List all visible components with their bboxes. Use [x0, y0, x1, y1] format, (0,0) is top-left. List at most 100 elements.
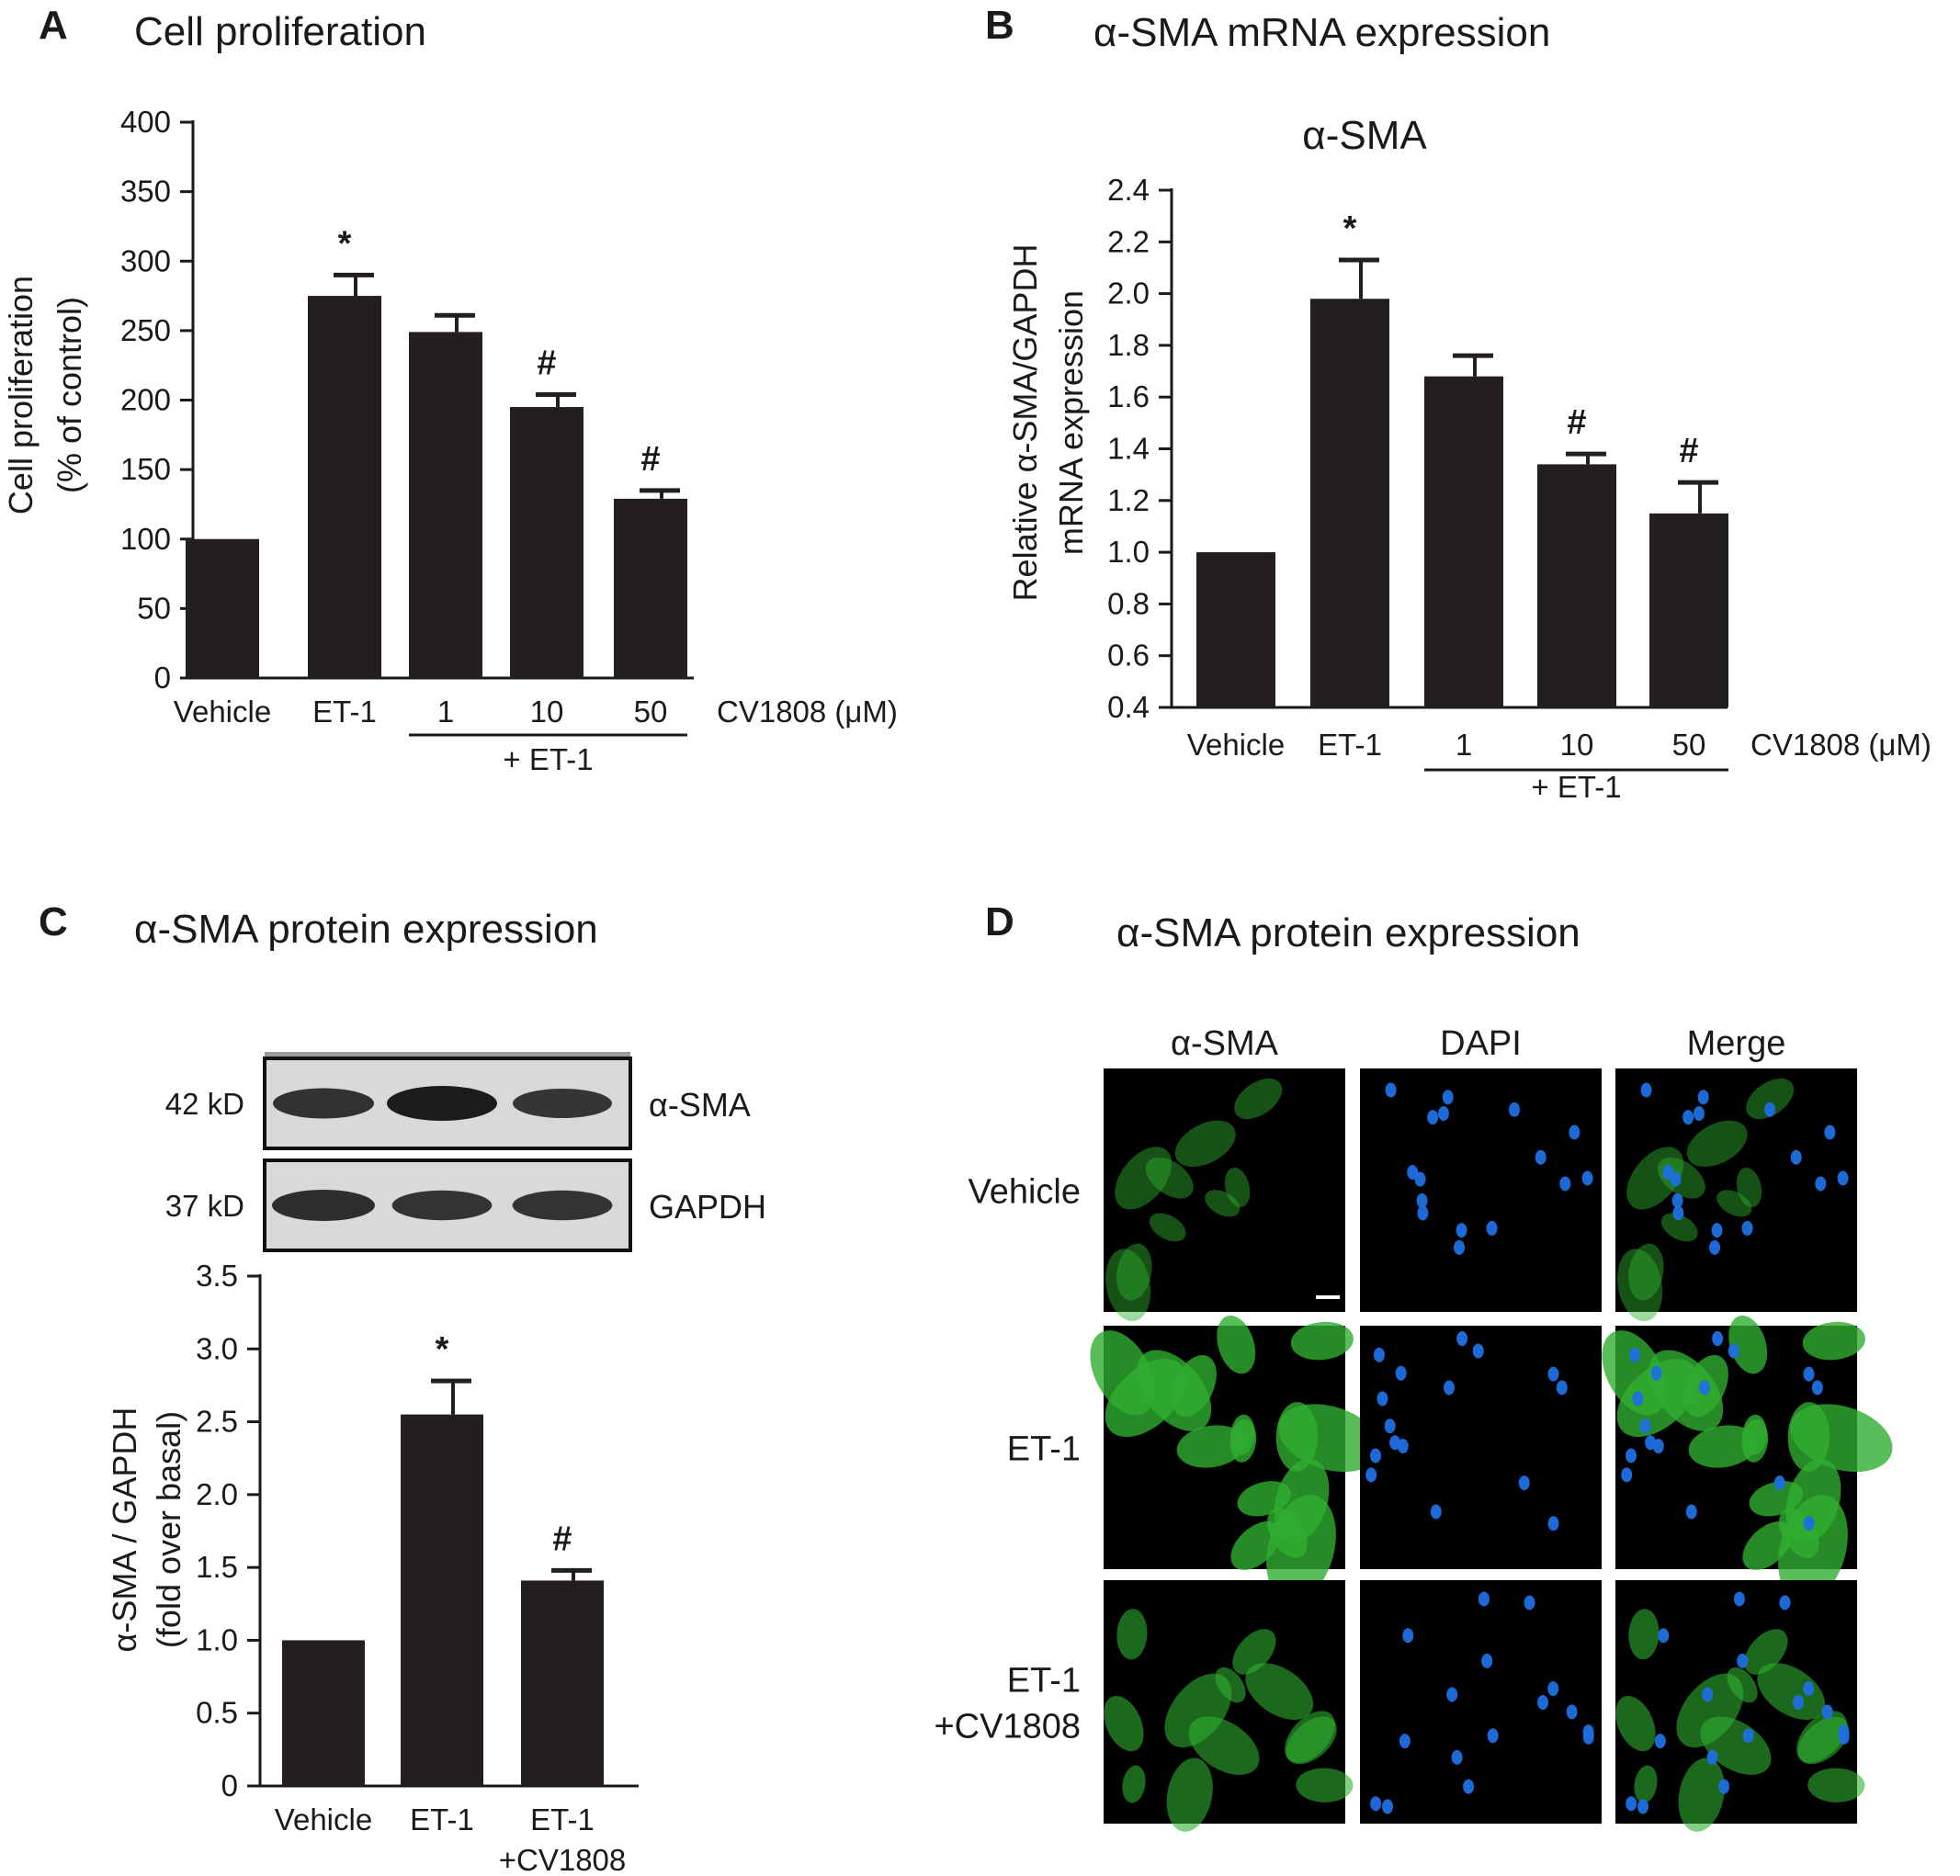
nucleus — [1626, 1448, 1637, 1464]
y-tick-label: 200 — [120, 383, 171, 417]
y-tick-label: 1.2 — [1107, 483, 1150, 517]
actin-stain — [1660, 1213, 1698, 1242]
nucleus — [1446, 1687, 1458, 1702]
chart-b: α-SMA 0.4 0.6 0.8 1.0 1.2 1.4 1.6 1.8 2.0 2.2 2.4 Re… — [1006, 113, 1932, 804]
micrograph-column-label: Merge — [1687, 1024, 1786, 1063]
y-tick-label: 1.6 — [1107, 379, 1150, 413]
y-tick-label: 400 — [120, 105, 171, 139]
micrograph-column-label: α-SMA — [1171, 1024, 1279, 1063]
bar — [1424, 376, 1503, 707]
nucleus — [1741, 1220, 1753, 1236]
actin-stain — [1741, 1418, 1769, 1463]
nucleus — [1650, 1365, 1662, 1381]
nucleus — [1430, 1504, 1442, 1520]
y-tick-label: 0.6 — [1107, 639, 1150, 672]
y-tick-label: 250 — [120, 313, 171, 347]
nucleus — [1811, 1380, 1823, 1396]
nucleus — [1427, 1110, 1439, 1125]
significance-marker: # — [1567, 403, 1586, 442]
nucleus — [1628, 1347, 1640, 1362]
x-category-label: 1 — [1456, 728, 1472, 762]
nucleus — [1547, 1516, 1559, 1531]
actin-stain — [1090, 1330, 1155, 1416]
nucleus — [1682, 1110, 1694, 1125]
nucleus — [1821, 1704, 1833, 1720]
blot-protein-label: α-SMA — [649, 1086, 751, 1124]
actin-stain — [1749, 1481, 1804, 1517]
nucleus — [1402, 1628, 1414, 1644]
micrograph-row-label: ET-1 — [1007, 1430, 1081, 1469]
nucleus — [1454, 1239, 1466, 1255]
actin-stain — [1628, 1243, 1664, 1301]
actin-stain — [1617, 1249, 1663, 1322]
nucleus — [1472, 1343, 1484, 1359]
actin-stain — [1746, 1078, 1795, 1120]
nucleus — [1486, 1220, 1498, 1236]
blot-marker-label: 37 kD — [165, 1189, 244, 1223]
actin-stain — [1700, 1716, 1772, 1775]
actin-stain — [1215, 1667, 1246, 1703]
nucleus — [1733, 1591, 1745, 1607]
actin-stain — [1115, 1147, 1173, 1210]
y-axis-label: mRNA expression — [1052, 290, 1090, 555]
nucleus — [1693, 1106, 1705, 1122]
nucleus — [1764, 1102, 1776, 1117]
micrograph-row-label: +CV1808 — [934, 1708, 1081, 1746]
significance-marker: # — [640, 440, 660, 479]
nucleus — [1535, 1149, 1546, 1165]
nucleus — [1815, 1176, 1827, 1192]
y-tick-label: 2.0 — [1107, 277, 1150, 311]
nucleus — [1487, 1728, 1499, 1744]
x-category-label: Vehicle — [1187, 728, 1285, 762]
nucleus — [1456, 1331, 1468, 1347]
actin-stain — [1229, 1418, 1257, 1463]
actin-stain — [1237, 1481, 1292, 1517]
bar — [282, 1640, 365, 1786]
actin-stain — [1188, 1716, 1260, 1775]
nucleus — [1658, 1628, 1670, 1644]
actin-stain — [1205, 1190, 1241, 1217]
actin-stain — [1245, 1663, 1314, 1720]
significance-marker: * — [1343, 209, 1357, 248]
y-tick-label: 1.0 — [1107, 535, 1150, 569]
micrograph-tile — [1360, 1068, 1602, 1312]
panel-title-d: α-SMA protein expression — [1116, 910, 1580, 955]
actin-stain — [1615, 1695, 1656, 1752]
actin-stain — [1166, 1757, 1213, 1832]
nucleus — [1742, 1728, 1754, 1744]
actin-stain — [1736, 1167, 1762, 1208]
actin-stain — [1174, 1120, 1236, 1168]
nucleus — [1451, 1749, 1463, 1765]
x-category-label: +CV1808 — [499, 1843, 627, 1876]
nucleus — [1718, 1779, 1730, 1794]
nucleus — [1377, 1391, 1388, 1407]
y-tick-label: 0 — [154, 661, 171, 695]
actin-stain — [1234, 1078, 1283, 1120]
x-category-label: ET-1 — [1318, 728, 1382, 762]
panel-letter-d: D — [985, 899, 1014, 944]
blot-band — [272, 1190, 375, 1221]
x-category-label: Vehicle — [174, 695, 271, 729]
actin-stain — [1224, 1167, 1251, 1208]
nucleus — [1478, 1591, 1490, 1607]
nucleus — [1456, 1223, 1467, 1238]
actin-stain — [1267, 1508, 1308, 1558]
actin-stain — [1744, 1629, 1788, 1675]
actin-stain — [1728, 1316, 1768, 1374]
x-category-label: Vehicle — [275, 1803, 372, 1836]
actin-stain — [1286, 1716, 1337, 1765]
panel-letter-b: B — [985, 3, 1014, 48]
nucleus — [1626, 1796, 1637, 1812]
nucleus — [1370, 1448, 1382, 1464]
nucleus — [1437, 1106, 1449, 1122]
actin-stain — [1634, 1765, 1658, 1803]
nucleus — [1699, 1380, 1711, 1396]
actin-stain — [1628, 1609, 1660, 1660]
actin-stain — [1176, 1425, 1246, 1468]
nucleus — [1838, 1729, 1850, 1745]
y-tick-label: 2.0 — [196, 1477, 238, 1511]
blot-band — [391, 1190, 493, 1221]
actin-stain — [1232, 1629, 1276, 1675]
bar — [510, 407, 583, 678]
nucleus — [1670, 1171, 1682, 1187]
